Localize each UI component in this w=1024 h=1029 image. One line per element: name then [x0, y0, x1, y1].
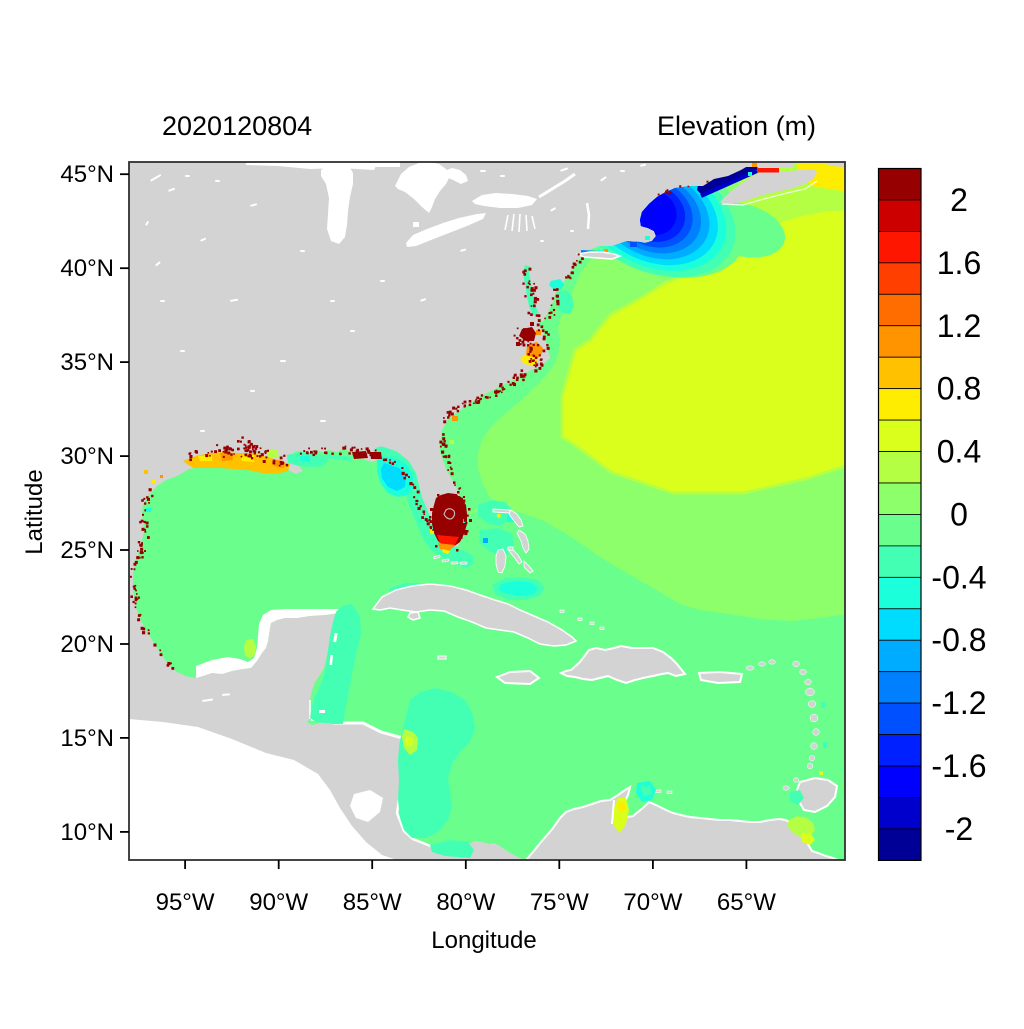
svg-text:1.2: 1.2	[937, 308, 981, 344]
svg-text:Latitude: Latitude	[21, 469, 48, 554]
svg-text:Longitude: Longitude	[431, 927, 536, 954]
svg-text:70°W: 70°W	[623, 889, 682, 916]
svg-text:Elevation (m): Elevation (m)	[657, 111, 816, 141]
svg-text:2020120804: 2020120804	[162, 111, 312, 141]
svg-text:90°W: 90°W	[249, 889, 308, 916]
svg-text:-0.8: -0.8	[931, 622, 986, 658]
svg-text:-1.6: -1.6	[931, 748, 986, 784]
svg-text:1.6: 1.6	[937, 245, 981, 281]
svg-text:40°N: 40°N	[60, 255, 114, 282]
svg-text:-0.4: -0.4	[931, 559, 986, 595]
svg-text:45°N: 45°N	[60, 161, 114, 188]
svg-text:85°W: 85°W	[343, 889, 402, 916]
svg-text:75°W: 75°W	[530, 889, 589, 916]
svg-text:80°W: 80°W	[436, 889, 495, 916]
svg-text:2: 2	[950, 182, 968, 218]
svg-text:35°N: 35°N	[60, 349, 114, 376]
svg-text:-2: -2	[945, 811, 973, 847]
svg-text:10°N: 10°N	[60, 819, 114, 846]
svg-text:0: 0	[950, 497, 968, 533]
svg-text:65°W: 65°W	[717, 889, 776, 916]
svg-text:95°W: 95°W	[156, 889, 215, 916]
svg-text:20°N: 20°N	[60, 631, 114, 658]
svg-text:0.8: 0.8	[937, 371, 981, 407]
svg-text:15°N: 15°N	[60, 725, 114, 752]
svg-text:30°N: 30°N	[60, 443, 114, 470]
svg-text:25°N: 25°N	[60, 537, 114, 564]
svg-text:0.4: 0.4	[937, 434, 981, 470]
svg-text:-1.2: -1.2	[931, 685, 986, 721]
